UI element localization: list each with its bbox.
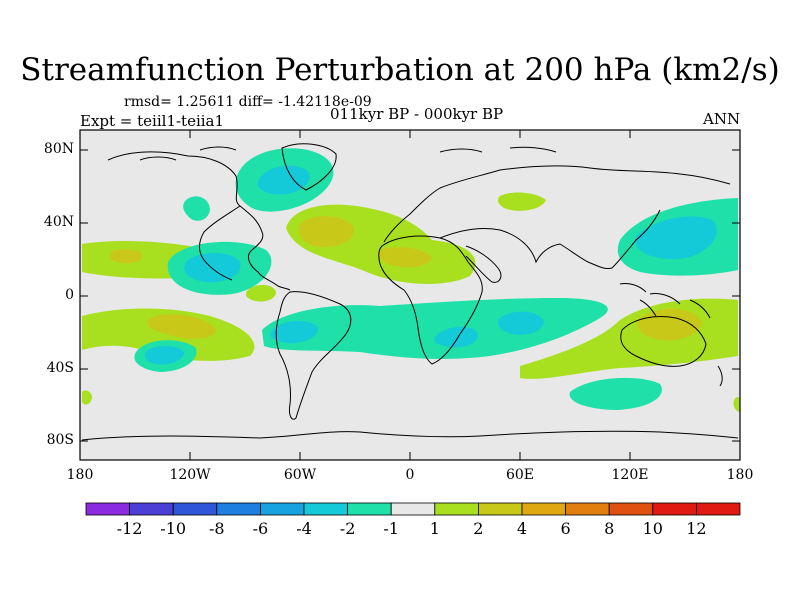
colorbar-box bbox=[172, 502, 218, 516]
colorbar-label: 1 bbox=[429, 519, 440, 538]
south-america-coast bbox=[275, 291, 352, 420]
coastline-layer bbox=[81, 143, 739, 441]
colorbar-box bbox=[390, 502, 436, 516]
colorbar-box bbox=[85, 502, 130, 516]
colorbar-label: -8 bbox=[209, 519, 225, 538]
colorbar-label: 12 bbox=[686, 519, 707, 538]
map-background bbox=[80, 130, 740, 460]
colorbar-label: -12 bbox=[116, 519, 143, 538]
x-tick-label: 0 bbox=[405, 467, 415, 483]
colorbar-box bbox=[347, 502, 392, 516]
colorbar bbox=[85, 502, 741, 516]
colorbar-box bbox=[696, 502, 741, 516]
colorbar-label: 8 bbox=[604, 519, 615, 538]
colorbar-label: 6 bbox=[560, 519, 571, 538]
new-zealand-coast bbox=[717, 365, 723, 387]
eurasia-coast bbox=[383, 165, 731, 269]
colorbar-label: -4 bbox=[296, 519, 312, 538]
x-tick-label: 60E bbox=[505, 467, 535, 483]
period-label: 011kyr BP - 000kyr BP bbox=[330, 105, 504, 123]
colorbar-label: -2 bbox=[339, 519, 356, 538]
stats-text: rmsd= 1.25611 diff= -1.42118e-09 bbox=[124, 94, 372, 110]
y-tick-label: 80S bbox=[46, 432, 74, 448]
colorbar-box bbox=[608, 502, 654, 516]
colorbar-label: 4 bbox=[516, 519, 528, 538]
experiment-label: Expt = teiil1-teiia1 bbox=[80, 112, 225, 130]
north-america-coast bbox=[107, 151, 291, 291]
x-tick-label: 120E bbox=[611, 467, 649, 483]
colorbar-box bbox=[477, 502, 523, 516]
x-tick-label: 180 bbox=[66, 467, 94, 483]
antarctica-coast bbox=[81, 430, 739, 441]
greenland-coast bbox=[281, 143, 337, 191]
africa-coast bbox=[378, 235, 483, 365]
colorbar-label: -1 bbox=[383, 519, 399, 538]
y-tick-label: 40S bbox=[46, 360, 74, 376]
colorbar-box bbox=[521, 502, 566, 516]
arabia-coast bbox=[465, 245, 502, 283]
colorbar-label: 10 bbox=[642, 519, 663, 538]
australia-coast bbox=[620, 316, 707, 367]
colorbar-label: 2 bbox=[473, 519, 484, 538]
colorbar-box bbox=[565, 502, 610, 516]
colorbar-box bbox=[652, 502, 697, 516]
arctic-islands-coast bbox=[139, 146, 557, 161]
figure-title: Streamfunction Perturbation at 200 hPa (… bbox=[20, 52, 780, 88]
colorbar-label: -6 bbox=[252, 519, 269, 538]
season-label: ANN bbox=[703, 110, 741, 128]
x-tick-label: 120W bbox=[169, 467, 211, 483]
maritime-asia-coast bbox=[619, 283, 711, 319]
colorbar-box bbox=[303, 502, 348, 516]
colorbar-box bbox=[434, 502, 479, 516]
colorbar-label: -10 bbox=[160, 519, 187, 538]
x-tick-label: 180 bbox=[726, 467, 754, 483]
colorbar-box bbox=[129, 502, 174, 516]
y-tick-label: 0 bbox=[65, 287, 74, 303]
y-tick-label: 40N bbox=[43, 214, 74, 230]
contour-fill-layer bbox=[82, 148, 740, 412]
x-tick-label: 60W bbox=[283, 467, 317, 483]
axis-ticks bbox=[79, 130, 741, 460]
y-tick-label: 80N bbox=[43, 141, 74, 157]
colorbar-box bbox=[259, 502, 305, 516]
colorbar-box bbox=[216, 502, 261, 516]
